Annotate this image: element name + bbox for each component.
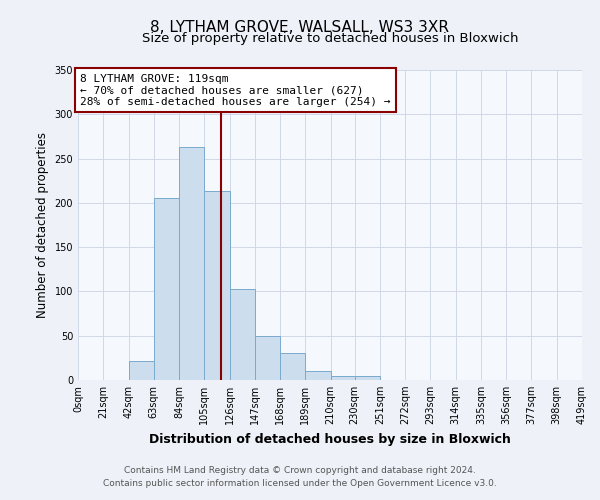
Bar <box>305 371 331 380</box>
Text: Contains HM Land Registry data © Crown copyright and database right 2024.
Contai: Contains HM Land Registry data © Crown c… <box>103 466 497 487</box>
Y-axis label: Number of detached properties: Number of detached properties <box>36 132 49 318</box>
Bar <box>205 192 230 380</box>
Bar <box>355 376 380 380</box>
Bar <box>128 360 154 380</box>
X-axis label: Distribution of detached houses by size in Bloxwich: Distribution of detached houses by size … <box>149 432 511 446</box>
Bar <box>280 354 305 380</box>
Bar <box>255 336 280 380</box>
Bar <box>154 198 179 380</box>
Title: Size of property relative to detached houses in Bloxwich: Size of property relative to detached ho… <box>142 32 518 45</box>
Text: 8, LYTHAM GROVE, WALSALL, WS3 3XR: 8, LYTHAM GROVE, WALSALL, WS3 3XR <box>151 20 449 35</box>
Bar <box>331 376 355 380</box>
Bar <box>230 289 255 380</box>
Bar <box>179 147 205 380</box>
Text: 8 LYTHAM GROVE: 119sqm
← 70% of detached houses are smaller (627)
28% of semi-de: 8 LYTHAM GROVE: 119sqm ← 70% of detached… <box>80 74 391 106</box>
